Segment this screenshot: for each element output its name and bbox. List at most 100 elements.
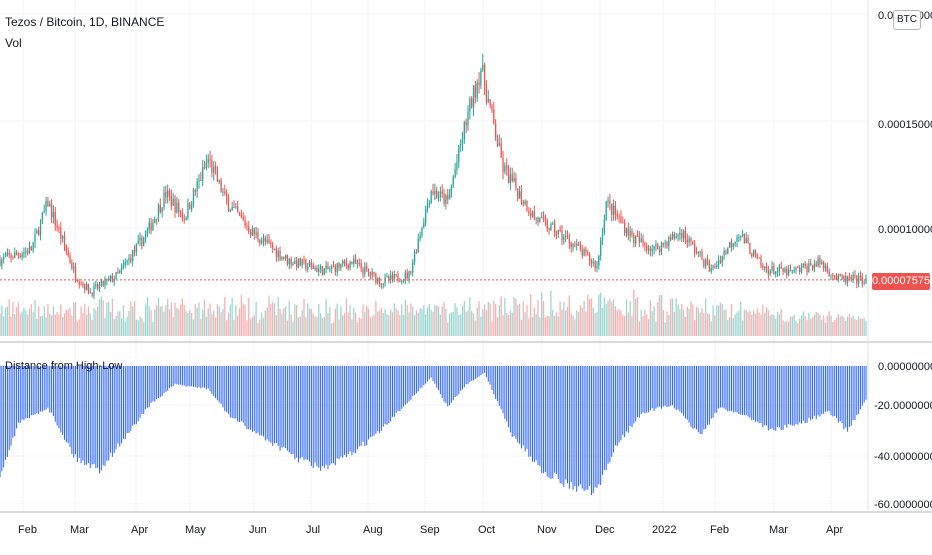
volume-bar bbox=[859, 318, 862, 336]
candle-body bbox=[312, 265, 314, 270]
candle-body bbox=[725, 250, 727, 254]
volume-bar bbox=[301, 310, 303, 336]
candle-body bbox=[49, 204, 51, 207]
candle-body bbox=[213, 166, 215, 173]
volume-bar bbox=[248, 297, 250, 336]
candle-body bbox=[511, 174, 513, 182]
candle-body bbox=[264, 238, 266, 242]
volume-bar bbox=[518, 303, 521, 336]
indicator-tick: -20.00000000 bbox=[874, 400, 932, 412]
volume-bar bbox=[485, 310, 488, 336]
candle-body bbox=[14, 252, 16, 258]
volume-bar bbox=[437, 306, 440, 336]
volume-bar bbox=[483, 304, 486, 336]
candle-body bbox=[682, 230, 685, 239]
candle-body bbox=[469, 98, 471, 112]
currency-badge[interactable]: BTC bbox=[893, 10, 921, 30]
candle-body bbox=[237, 206, 239, 213]
candle-body bbox=[787, 269, 790, 275]
volume-bar bbox=[826, 315, 828, 336]
candle-body bbox=[179, 211, 182, 213]
volume-bar bbox=[576, 310, 578, 336]
candle-body bbox=[813, 263, 816, 270]
candle-body bbox=[262, 238, 265, 242]
volume-bar bbox=[533, 307, 535, 336]
volume-bar bbox=[360, 318, 362, 336]
volume-bar bbox=[170, 302, 173, 336]
time-label: Mar bbox=[70, 524, 89, 536]
price-tick: 0.00015000 bbox=[878, 119, 932, 131]
candle-body bbox=[752, 250, 755, 257]
volume-bar bbox=[144, 304, 147, 336]
volume-bar bbox=[84, 304, 86, 336]
volume-bar bbox=[284, 306, 287, 336]
volume-bar bbox=[565, 310, 567, 336]
candle-body bbox=[89, 292, 91, 294]
candle-body bbox=[452, 177, 454, 186]
candle-body bbox=[504, 165, 506, 172]
volume-bar bbox=[106, 302, 108, 336]
volume-bar bbox=[179, 304, 182, 336]
candle-body bbox=[308, 262, 311, 267]
volume-bar bbox=[487, 302, 489, 336]
candle-body bbox=[428, 203, 430, 205]
volume-bar bbox=[432, 311, 434, 336]
candle-body bbox=[472, 85, 475, 108]
volume-bar bbox=[135, 319, 137, 336]
volume-bar bbox=[424, 314, 427, 336]
candle-body bbox=[625, 228, 628, 234]
volume-bar bbox=[218, 306, 220, 336]
candle-body bbox=[786, 268, 788, 275]
candle-body bbox=[799, 267, 801, 272]
candle-body bbox=[456, 161, 458, 170]
candle-body bbox=[167, 190, 169, 198]
candle-body bbox=[815, 263, 817, 266]
volume-bar bbox=[585, 311, 587, 336]
volume-bar bbox=[839, 316, 841, 336]
candle-body bbox=[152, 222, 154, 231]
volume-bar bbox=[594, 312, 596, 336]
candle-body bbox=[417, 238, 419, 253]
volume-bar bbox=[574, 319, 576, 336]
volume-bar bbox=[697, 307, 699, 336]
volume-bar bbox=[148, 305, 150, 336]
candle-body bbox=[596, 265, 598, 269]
volume-bar bbox=[305, 317, 307, 336]
candle-body bbox=[517, 188, 519, 199]
volume-bar bbox=[780, 309, 782, 336]
candle-body bbox=[775, 271, 777, 274]
candle-body bbox=[323, 268, 325, 276]
candle-body bbox=[25, 251, 27, 253]
candle-body bbox=[741, 233, 744, 236]
candle-body bbox=[54, 211, 56, 226]
candle-body bbox=[143, 237, 145, 246]
candle-body bbox=[73, 266, 75, 269]
volume-bar bbox=[679, 309, 681, 336]
candle-body bbox=[378, 277, 381, 285]
volume-bar bbox=[693, 320, 696, 336]
candle-body bbox=[331, 266, 333, 269]
volume-bar bbox=[71, 315, 73, 336]
time-label: Jul bbox=[306, 524, 320, 536]
volume-bar bbox=[168, 309, 171, 336]
volume-bar bbox=[458, 314, 460, 336]
volume-bar bbox=[152, 321, 154, 336]
volume-bar bbox=[841, 315, 843, 336]
volume-bar bbox=[515, 299, 517, 336]
volume-bar bbox=[52, 306, 55, 336]
candle-body bbox=[436, 190, 438, 198]
volume-bar bbox=[635, 298, 637, 336]
volume-bar bbox=[572, 315, 574, 336]
volume-bar bbox=[389, 309, 392, 336]
volume-bar bbox=[701, 308, 703, 336]
volume-bar bbox=[3, 316, 5, 336]
candle-body bbox=[95, 284, 97, 287]
candle-body bbox=[412, 262, 414, 273]
candle-body bbox=[843, 275, 845, 279]
candle-body bbox=[607, 200, 609, 202]
volume-bar bbox=[522, 301, 524, 336]
candle-body bbox=[717, 260, 720, 266]
candle-body bbox=[546, 220, 548, 229]
candle-body bbox=[574, 244, 576, 246]
